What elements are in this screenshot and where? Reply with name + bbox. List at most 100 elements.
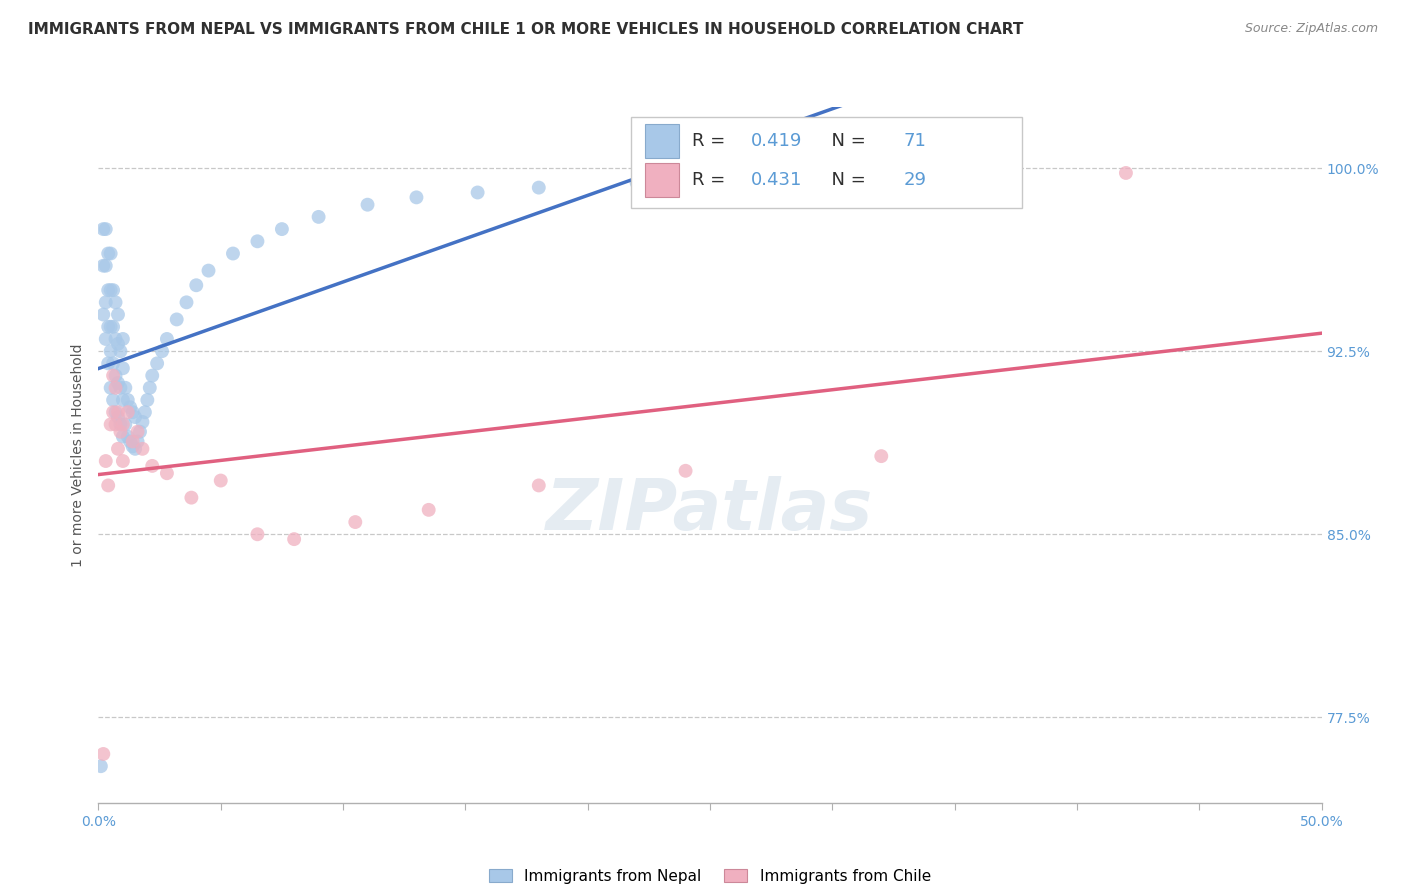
Point [405,190,427,204]
Point [176,295,198,310]
Point [91,308,114,322]
Point [870,449,893,463]
Point [124,442,146,456]
Point [308,210,330,224]
Point [156,332,179,346]
Point [134,405,156,419]
Point [107,405,129,419]
Text: 0.419: 0.419 [751,132,801,150]
Point [141,368,163,383]
Point [94,295,117,310]
Point [97,283,120,297]
Text: R =: R = [692,132,731,150]
Text: 0.431: 0.431 [751,171,801,189]
Point [104,405,127,419]
Point [91,222,114,236]
Point [101,356,124,370]
Point [136,392,159,407]
Text: N =: N = [820,171,872,189]
Text: IMMIGRANTS FROM NEPAL VS IMMIGRANTS FROM CHILE 1 OR MORE VEHICLES IN HOUSEHOLD C: IMMIGRANTS FROM NEPAL VS IMMIGRANTS FROM… [28,22,1024,37]
Point [527,478,550,492]
Point [120,434,142,449]
Point [94,332,117,346]
Point [111,392,134,407]
Point [356,197,378,211]
Point [246,527,269,541]
FancyBboxPatch shape [630,118,1022,208]
Point [101,319,124,334]
Point [626,176,648,190]
Point [1115,166,1137,180]
Point [120,401,142,415]
Point [111,361,134,376]
Point [91,259,114,273]
Point [222,246,245,260]
Point [180,491,202,505]
Point [100,319,122,334]
Point [100,381,122,395]
Point [100,417,122,432]
Point [121,405,143,419]
Point [91,747,114,761]
Text: 71: 71 [903,132,927,150]
Text: 29: 29 [903,171,927,189]
Point [121,434,143,449]
Point [127,434,149,449]
Point [104,381,127,395]
Point [186,278,208,293]
Point [97,319,120,334]
Text: N =: N = [820,132,872,150]
Point [90,759,112,773]
Point [107,308,129,322]
Point [139,381,162,395]
Point [104,332,127,346]
Text: R =: R = [692,171,731,189]
Text: Source: ZipAtlas.com: Source: ZipAtlas.com [1244,22,1378,36]
Point [209,474,232,488]
Point [107,376,129,390]
Y-axis label: 1 or more Vehicles in Household: 1 or more Vehicles in Household [72,343,86,566]
Point [110,425,132,439]
Point [283,532,305,546]
Point [467,186,489,200]
Point [156,467,179,481]
Point [101,368,124,383]
Point [166,312,188,326]
Point [675,464,697,478]
Point [94,222,117,236]
Point [104,417,127,432]
Point [111,332,134,346]
Point [131,415,153,429]
Point [127,425,149,439]
Point [100,246,122,260]
Point [100,283,122,297]
Point [124,410,146,425]
Point [117,429,139,443]
Point [270,222,294,236]
Point [344,515,367,529]
Point [101,283,124,297]
Point [146,356,169,370]
Point [107,410,129,425]
Point [114,417,136,432]
Point [246,235,269,249]
Point [100,344,122,359]
Point [418,503,440,517]
Point [121,439,143,453]
Point [870,166,893,180]
Point [94,454,117,468]
Point [527,180,550,194]
Point [129,425,152,439]
Point [101,392,124,407]
Point [104,295,127,310]
Point [110,381,132,395]
Point [107,442,129,456]
Point [748,170,770,185]
Point [101,405,124,419]
Point [110,417,132,432]
Point [97,478,120,492]
Point [94,259,117,273]
Point [114,381,136,395]
FancyBboxPatch shape [645,163,679,197]
Point [111,429,134,443]
